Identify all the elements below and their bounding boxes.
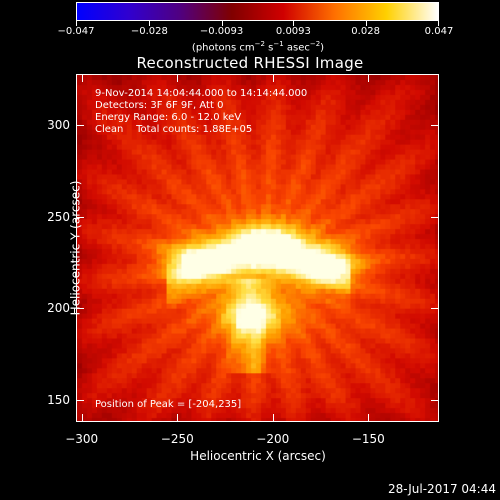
colorbar-tick: [149, 20, 151, 26]
x-tick-mark: [272, 414, 274, 421]
colorbar-tick: [293, 20, 295, 26]
colorbar-units: (photons cm−2 s−1 asec−2): [192, 40, 324, 53]
units-exp1: −2: [254, 40, 265, 48]
annotation-energy: Energy Range: 6.0 - 12.0 keV: [95, 112, 242, 123]
units-prefix: (photons cm: [191, 42, 255, 54]
colorbar-tick-label: −0.0093: [199, 26, 244, 37]
y-tick-mark: [431, 308, 438, 310]
units-mid2: asec: [283, 42, 310, 54]
y-axis-label: Heliocentric Y (arcsec): [68, 180, 83, 316]
colorbar-tick: [438, 20, 439, 26]
colorbar-tick-label: 0.047: [424, 26, 454, 37]
colorbar-tick: [76, 20, 77, 26]
units-suffix: ): [320, 42, 325, 54]
colorbar-tick: [365, 20, 367, 26]
y-tick-label: 250: [47, 209, 70, 224]
x-tick-mark: [368, 75, 370, 82]
y-tick-mark: [431, 400, 438, 402]
y-tick-mark: [431, 216, 438, 218]
units-exp2: −1: [273, 40, 284, 48]
y-tick-mark: [77, 400, 84, 402]
annotation-time-range: 9-Nov-2014 14:04:44.000 to 14:14:44.000: [95, 88, 308, 99]
plot-timestamp: 28-Jul-2017 04:44: [387, 482, 496, 496]
x-axis-label: Heliocentric X (arcsec): [190, 449, 326, 463]
x-tick-label: −200: [256, 432, 290, 446]
colorbar: [76, 2, 439, 21]
x-tick-mark: [272, 75, 274, 82]
units-mid: s: [264, 42, 274, 54]
x-tick-mark: [177, 414, 179, 421]
colorbar-tick-label: 0.0093: [275, 26, 311, 37]
x-tick-label: −300: [65, 432, 99, 446]
colorbar-tick: [221, 20, 223, 26]
x-tick-mark: [81, 75, 83, 82]
x-tick-mark: [81, 414, 83, 421]
annotation-clean: Clean Total counts: 1.88E+05: [95, 124, 253, 135]
y-tick-mark: [77, 125, 84, 127]
plot-area: 9-Nov-2014 14:04:44.000 to 14:14:44.000 …: [76, 74, 439, 422]
chart-title: Reconstructed RHESSI Image: [136, 54, 364, 72]
colorbar-tick-label: −0.028: [130, 26, 168, 37]
y-tick-mark: [431, 125, 438, 127]
annotation-peak: Position of Peak = [-204,235]: [95, 399, 242, 410]
heatmap-image: [77, 75, 438, 421]
colorbar-tick-label: −0.047: [57, 26, 95, 37]
x-tick-mark: [177, 75, 179, 82]
y-tick-mark: [77, 216, 84, 218]
colorbar-tick-label: 0.028: [351, 26, 380, 37]
x-tick-label: −150: [351, 432, 385, 446]
y-tick-label: 300: [47, 118, 70, 133]
annotation-detectors: Detectors: 3F 6F 9F, Att 0: [95, 100, 224, 111]
y-tick-mark: [77, 308, 84, 310]
y-tick-label: 200: [47, 301, 70, 316]
y-tick-label: 150: [47, 393, 70, 408]
units-exp3: −2: [309, 40, 321, 48]
x-tick-mark: [368, 414, 370, 421]
x-tick-label: −250: [160, 432, 194, 446]
